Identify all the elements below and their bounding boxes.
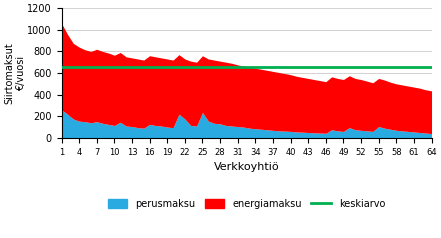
Legend: perusmaksu, energiamaksu, keskiarvo: perusmaksu, energiamaksu, keskiarvo (104, 195, 389, 213)
X-axis label: Verkkoyhtiö: Verkkoyhtiö (214, 162, 279, 172)
Y-axis label: Siirtomaksut
€/vuosi: Siirtomaksut €/vuosi (4, 42, 26, 104)
